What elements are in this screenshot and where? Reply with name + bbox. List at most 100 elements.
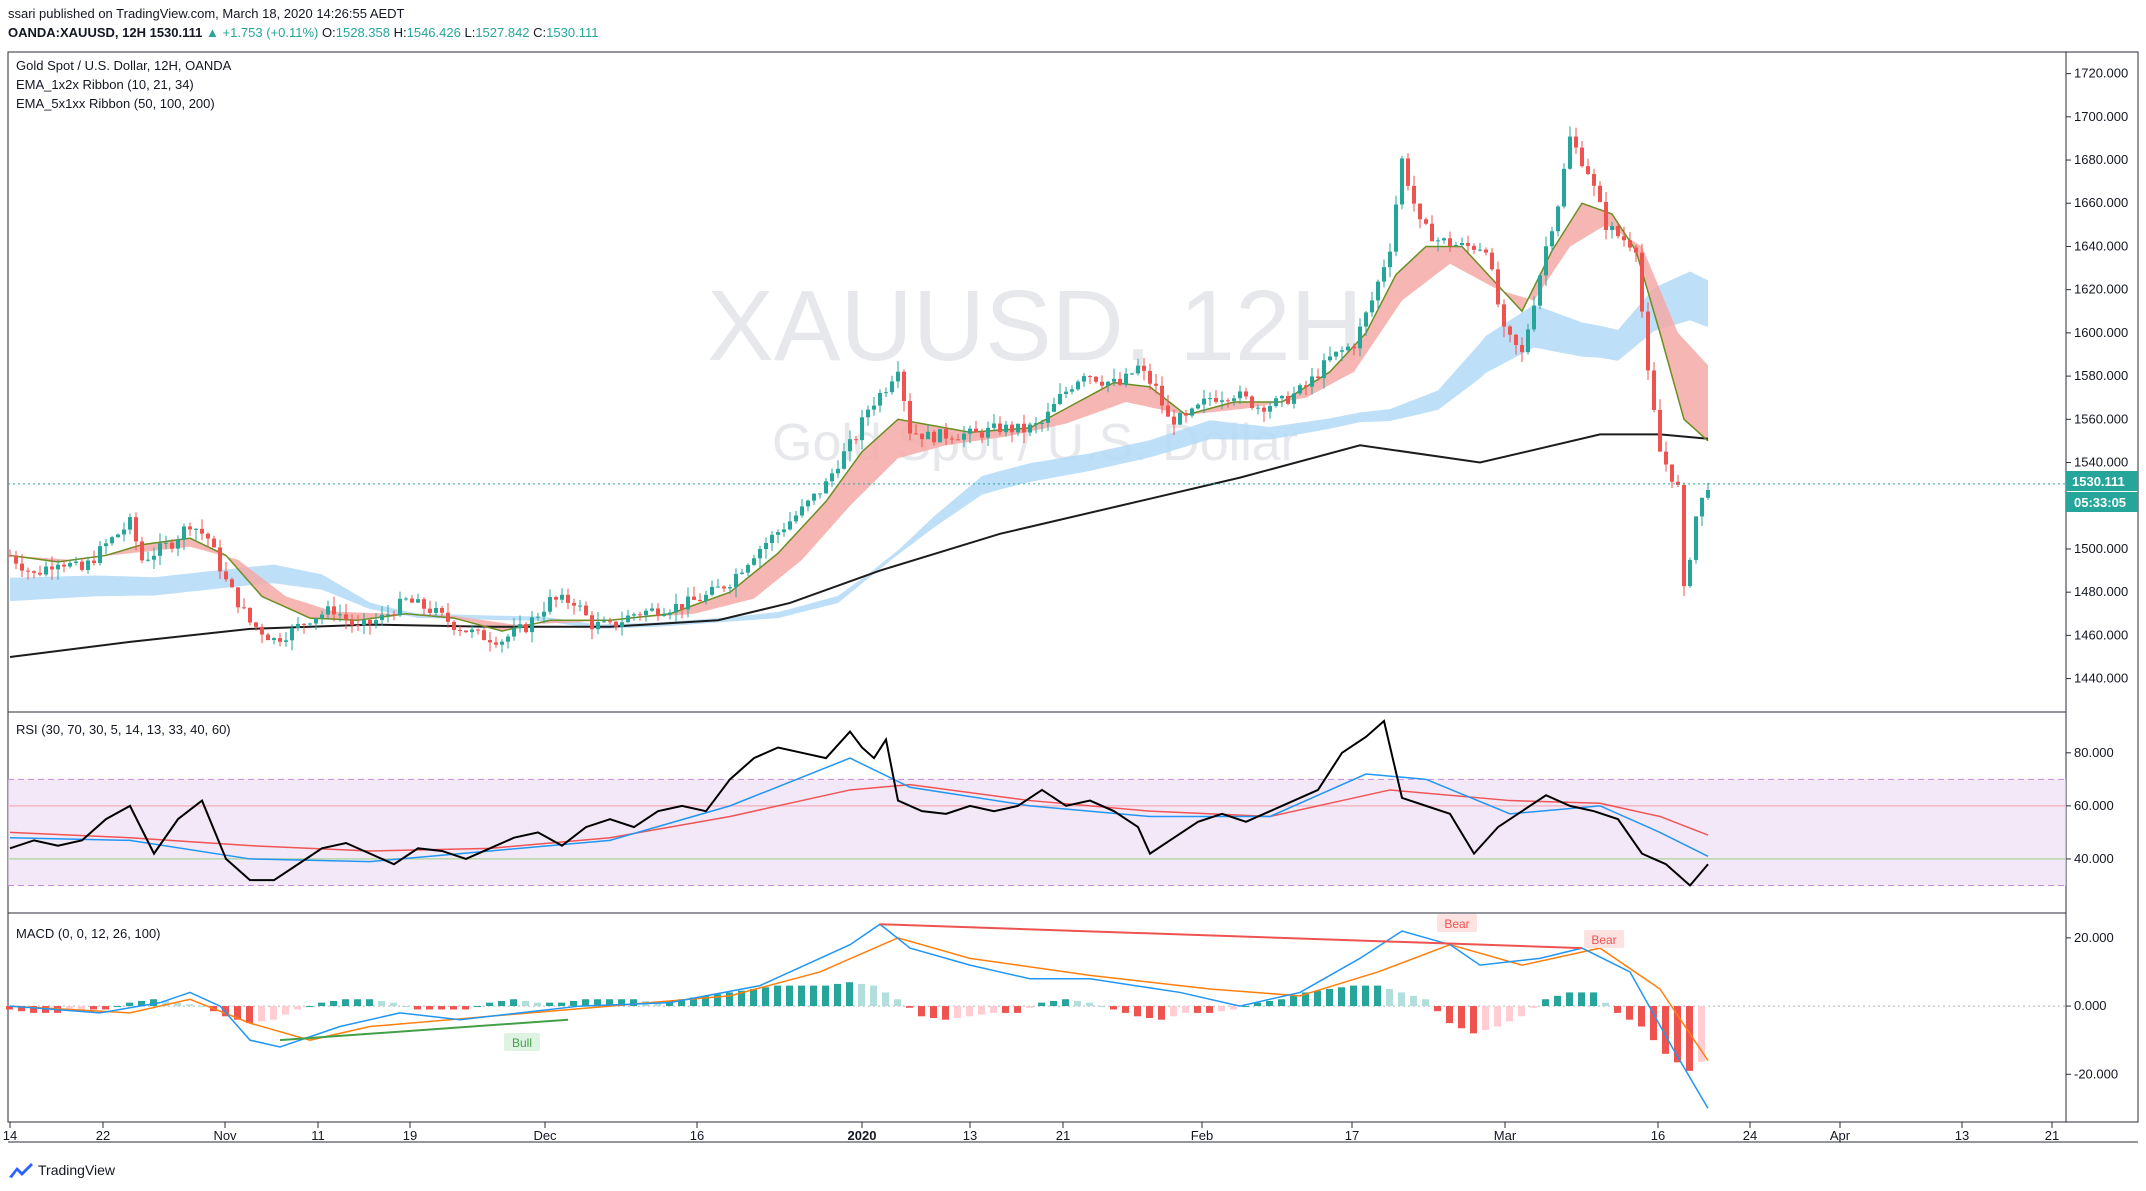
candle-body	[926, 431, 930, 440]
rsi-pane[interactable]	[8, 719, 2066, 887]
candle-body	[1220, 400, 1224, 402]
candle-body	[392, 614, 396, 616]
candle-body	[728, 587, 732, 589]
macd-histogram-bar	[126, 1002, 133, 1007]
candle-body	[500, 641, 504, 645]
macd-histogram-bar	[822, 985, 829, 1007]
macd-histogram-bar	[90, 1006, 97, 1010]
macd-pane[interactable]	[6, 923, 2066, 1109]
rsi-band-fill	[8, 779, 2066, 886]
macd-histogram-bar	[1542, 999, 1549, 1007]
candle-body	[1652, 370, 1656, 410]
candle-body	[872, 405, 876, 410]
candle-body	[68, 562, 72, 567]
candle-body	[710, 586, 714, 595]
candle-body	[344, 614, 348, 620]
candle-body	[836, 468, 840, 474]
macd-histogram-bar	[114, 1006, 121, 1008]
candle-body	[1304, 385, 1308, 387]
candle-body	[1250, 396, 1254, 408]
candle-body	[956, 439, 960, 441]
tradingview-logo[interactable]: TradingView	[8, 1161, 115, 1179]
candle-body	[584, 605, 588, 616]
candle-body	[194, 528, 198, 530]
candle-body	[590, 615, 594, 630]
price-tick-label: 1600.000	[2074, 325, 2128, 340]
macd-tick-label: 20.000	[2074, 930, 2114, 945]
macd-histogram-bar	[762, 987, 769, 1007]
candle-body	[1388, 251, 1392, 268]
candle-body	[608, 621, 612, 623]
price-pane[interactable]	[8, 126, 2066, 658]
candle-body	[812, 493, 816, 501]
candle-body	[1070, 389, 1074, 392]
rsi-line	[9, 719, 1709, 887]
candle-body	[542, 611, 546, 617]
macd-histogram-bar	[834, 983, 841, 1007]
price-tick-label: 1660.000	[2074, 195, 2128, 210]
macd-histogram-bar	[1386, 989, 1393, 1007]
macd-histogram-bar	[1470, 1006, 1477, 1034]
candle-body	[1412, 185, 1416, 204]
macd-histogram-bar	[342, 999, 349, 1007]
macd-histogram-bar	[30, 1006, 37, 1013]
candle-body	[1046, 411, 1050, 423]
bull-divergence-line	[279, 1018, 569, 1042]
candle-body	[206, 533, 210, 539]
macd-histogram-bar	[582, 999, 589, 1007]
candle-body	[1232, 398, 1236, 401]
candle-body	[1676, 481, 1680, 485]
macd-histogram-bar	[1158, 1006, 1165, 1020]
macd-histogram-bar	[558, 1002, 565, 1007]
candle-body	[1562, 168, 1566, 207]
candle-body	[458, 629, 462, 631]
candle-body	[938, 429, 942, 443]
candle-body	[1166, 405, 1170, 417]
rsi-tick-label: 80.000	[2074, 745, 2114, 760]
macd-histogram-bar	[1698, 1006, 1705, 1062]
macd-histogram-bar	[1122, 1006, 1129, 1013]
candle-body	[1556, 206, 1560, 232]
candle-body	[1364, 312, 1368, 327]
candle-body	[332, 606, 336, 615]
macd-histogram-bar	[726, 992, 733, 1007]
candle-body	[596, 622, 600, 630]
candle-body	[104, 543, 108, 547]
candle-body	[1586, 166, 1590, 174]
macd-histogram-bar	[222, 1006, 229, 1017]
candle-body	[1088, 376, 1092, 378]
macd-histogram-bar	[1278, 999, 1285, 1007]
candle-body	[512, 628, 516, 637]
candle-body	[662, 614, 666, 616]
macd-histogram-bar	[1146, 1006, 1153, 1018]
time-tick-label: 13	[963, 1128, 977, 1143]
macd-histogram-bar	[750, 989, 757, 1007]
candle-body	[644, 610, 648, 616]
candle-body	[122, 529, 126, 535]
macd-histogram-bar	[1374, 985, 1381, 1007]
candle-body	[254, 622, 258, 627]
time-tick-label: 19	[403, 1128, 417, 1143]
price-tick-label: 1720.000	[2074, 66, 2128, 81]
candle-body	[38, 572, 42, 575]
low-value: 1527.842	[475, 25, 530, 40]
time-tick-label: Dec	[533, 1128, 557, 1143]
candle-body	[362, 619, 366, 626]
macd-histogram-bar	[1206, 1006, 1213, 1013]
candle-body	[272, 638, 276, 641]
candle-body	[1568, 136, 1572, 169]
candle-body	[1622, 236, 1626, 241]
candle-body	[1262, 407, 1266, 412]
time-tag-bg	[2066, 492, 2138, 512]
macd-histogram-bar	[1554, 995, 1561, 1007]
macd-histogram-bar	[714, 994, 721, 1007]
candle-body	[422, 599, 426, 609]
candle-body	[92, 560, 96, 564]
macd-histogram-bar	[1002, 1006, 1009, 1013]
bear-label-2-bg	[1584, 930, 1624, 948]
candle-body	[140, 541, 144, 561]
macd-histogram-bar	[438, 1006, 445, 1010]
candle-body	[296, 623, 300, 628]
candle-body	[326, 606, 330, 615]
